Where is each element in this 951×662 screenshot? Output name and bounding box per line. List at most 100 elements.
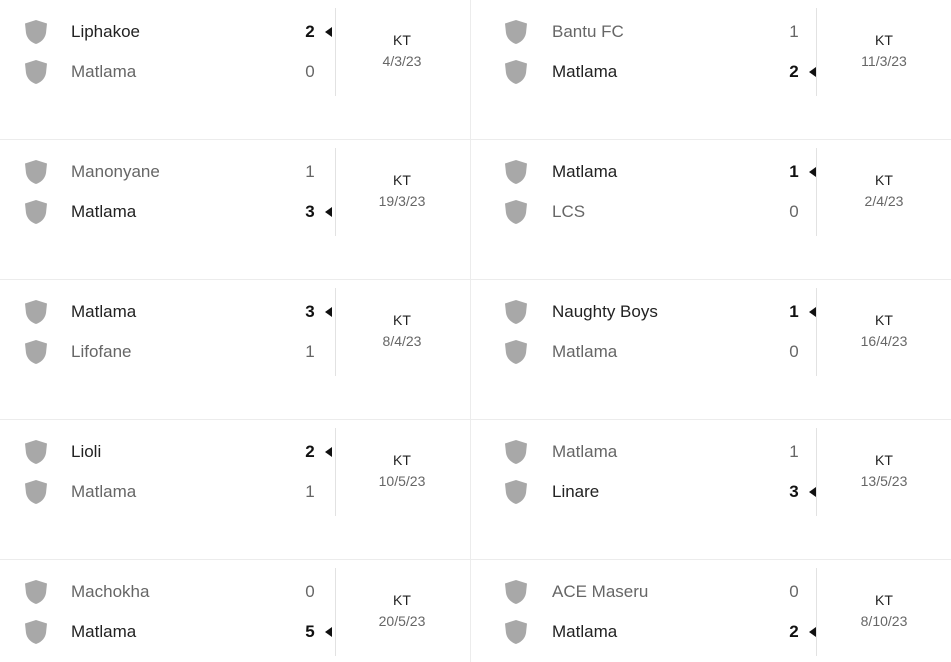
match-status-label: KT bbox=[393, 312, 411, 328]
away-team-name: Matlama bbox=[552, 342, 618, 361]
match-row[interactable]: Naughty Boys 1 Matlama 0 KT 16/4/23 bbox=[471, 280, 951, 420]
home-team-name: Naughty Boys bbox=[552, 302, 658, 321]
home-team-name: ACE Maseru bbox=[552, 582, 649, 601]
match-status: KT 20/5/23 bbox=[336, 591, 468, 630]
column-divider bbox=[470, 0, 471, 662]
away-team-name: Matlama bbox=[71, 622, 137, 641]
away-team-score: 0 bbox=[789, 342, 799, 361]
status-divider bbox=[816, 288, 817, 376]
match-row[interactable]: Liphakoe 2 Matlama 0 KT 4/3/23 bbox=[0, 0, 470, 140]
match-status-label: KT bbox=[393, 592, 411, 608]
shield-icon bbox=[25, 300, 47, 324]
match-status: KT 4/3/23 bbox=[336, 31, 468, 70]
home-team-score: 1 bbox=[789, 442, 799, 461]
match-status: KT 11/3/23 bbox=[817, 31, 951, 70]
home-team-name: Bantu FC bbox=[552, 22, 624, 41]
match-row[interactable]: Lioli 2 Matlama 1 KT 10/5/23 bbox=[0, 420, 470, 560]
match-row[interactable]: Bantu FC 1 Matlama 2 KT 11/3/23 bbox=[471, 0, 951, 140]
home-team-name: Machokha bbox=[71, 582, 150, 601]
results-column-left: Liphakoe 2 Matlama 0 KT 4/3/23 Manonyane… bbox=[0, 0, 470, 662]
shield-icon bbox=[25, 20, 47, 44]
match-date: 20/5/23 bbox=[378, 613, 426, 629]
shield-icon bbox=[505, 60, 527, 84]
winner-arrow-icon bbox=[809, 167, 816, 177]
home-team-score: 1 bbox=[789, 162, 799, 181]
away-team-score: 3 bbox=[789, 482, 799, 501]
shield-icon bbox=[505, 620, 527, 644]
home-team-score: 2 bbox=[305, 22, 315, 41]
shield-icon bbox=[505, 20, 527, 44]
status-divider bbox=[335, 288, 336, 376]
status-divider bbox=[816, 8, 817, 96]
home-team-score: 1 bbox=[305, 162, 315, 181]
winner-arrow-icon bbox=[809, 627, 816, 637]
match-date: 2/4/23 bbox=[864, 193, 904, 209]
match-date: 11/3/23 bbox=[861, 53, 907, 69]
shield-icon bbox=[505, 340, 527, 364]
shield-icon bbox=[505, 200, 527, 224]
match-date: 16/4/23 bbox=[860, 333, 908, 349]
shield-icon bbox=[505, 580, 527, 604]
match-date: 4/3/23 bbox=[382, 53, 422, 69]
winner-arrow-icon bbox=[325, 447, 332, 457]
shield-icon bbox=[505, 440, 527, 464]
status-divider bbox=[335, 8, 336, 96]
status-divider bbox=[816, 428, 817, 516]
winner-arrow-icon bbox=[325, 307, 332, 317]
shield-icon bbox=[25, 440, 47, 464]
match-row[interactable]: Matlama 3 Lifofane 1 KT 8/4/23 bbox=[0, 280, 470, 420]
match-status: KT 2/4/23 bbox=[817, 171, 951, 210]
winner-arrow-icon bbox=[809, 487, 816, 497]
away-team-score: 0 bbox=[305, 62, 315, 81]
away-team-name: LCS bbox=[552, 202, 586, 221]
status-divider bbox=[816, 148, 817, 236]
match-row[interactable]: ACE Maseru 0 Matlama 2 KT 8/10/23 bbox=[471, 560, 951, 660]
home-team-score: 1 bbox=[789, 302, 799, 321]
match-row[interactable]: Matlama 1 LCS 0 KT 2/4/23 bbox=[471, 140, 951, 280]
match-row[interactable]: Machokha 0 Matlama 5 KT 20/5/23 bbox=[0, 560, 470, 660]
shield-icon bbox=[25, 200, 47, 224]
match-date: 19/3/23 bbox=[378, 193, 426, 209]
shield-icon bbox=[505, 160, 527, 184]
winner-arrow-icon bbox=[325, 207, 332, 217]
winner-arrow-icon bbox=[809, 307, 816, 317]
shield-icon bbox=[25, 620, 47, 644]
match-status: KT 13/5/23 bbox=[817, 451, 951, 490]
home-team-score: 1 bbox=[789, 22, 799, 41]
away-team-score: 5 bbox=[305, 622, 315, 641]
match-row[interactable]: Manonyane 1 Matlama 3 KT 19/3/23 bbox=[0, 140, 470, 280]
match-date: 10/5/23 bbox=[378, 473, 426, 489]
away-team-score: 2 bbox=[789, 622, 799, 641]
match-row[interactable]: Matlama 1 Linare 3 KT 13/5/23 bbox=[471, 420, 951, 560]
home-team-name: Manonyane bbox=[71, 162, 160, 181]
status-divider bbox=[816, 568, 817, 656]
home-team-score: 3 bbox=[305, 302, 315, 321]
match-date: 13/5/23 bbox=[860, 473, 908, 489]
away-team-name: Linare bbox=[552, 482, 600, 501]
away-team-score: 1 bbox=[305, 482, 315, 501]
results-column-right: Bantu FC 1 Matlama 2 KT 11/3/23 Matlama … bbox=[471, 0, 951, 662]
match-status-label: KT bbox=[875, 452, 893, 468]
shield-icon bbox=[505, 480, 527, 504]
home-team-name: Matlama bbox=[71, 302, 137, 321]
winner-arrow-icon bbox=[325, 627, 332, 637]
shield-icon bbox=[505, 300, 527, 324]
match-status-label: KT bbox=[875, 32, 893, 48]
match-date: 8/4/23 bbox=[382, 333, 422, 349]
away-team-name: Matlama bbox=[71, 482, 137, 501]
match-status-label: KT bbox=[393, 32, 411, 48]
away-team-name: Matlama bbox=[71, 202, 137, 221]
away-team-score: 0 bbox=[789, 202, 799, 221]
away-team-name: Matlama bbox=[552, 62, 618, 81]
home-team-score: 2 bbox=[305, 442, 315, 461]
home-team-score: 0 bbox=[305, 582, 315, 601]
match-date: 8/10/23 bbox=[860, 613, 908, 629]
shield-icon bbox=[25, 160, 47, 184]
match-status-label: KT bbox=[393, 172, 411, 188]
home-team-name: Liphakoe bbox=[71, 22, 141, 41]
match-status: KT 19/3/23 bbox=[336, 171, 468, 210]
match-status: KT 8/10/23 bbox=[817, 591, 951, 630]
away-team-name: Matlama bbox=[552, 622, 618, 641]
away-team-score: 3 bbox=[305, 202, 315, 221]
